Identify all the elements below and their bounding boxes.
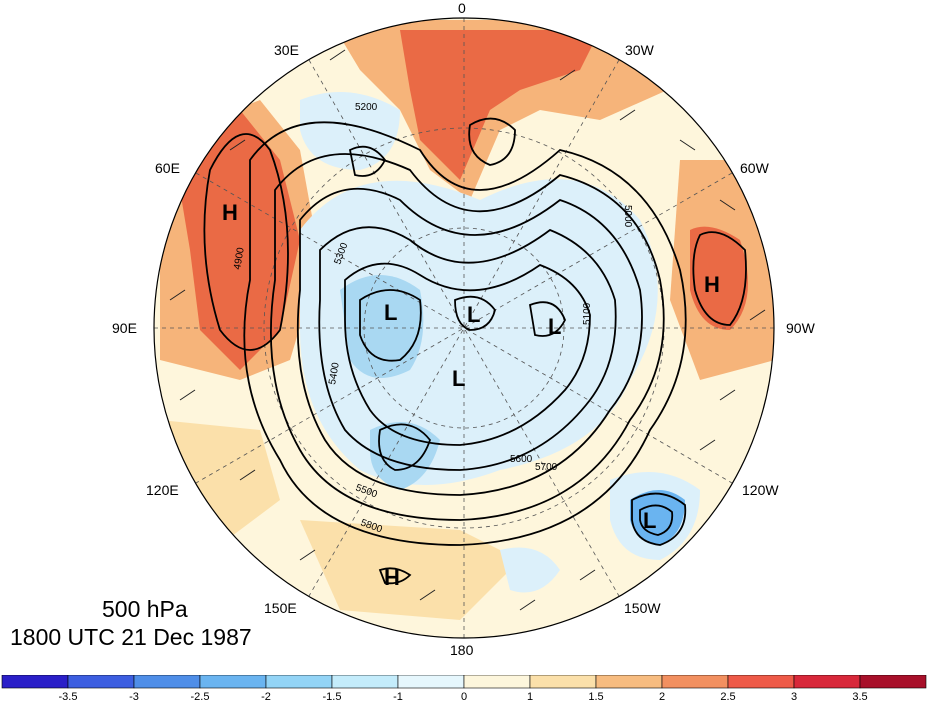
lon-label-30w: 30W xyxy=(625,42,654,58)
cold-anomaly-bering xyxy=(500,547,560,593)
colorbar-swatch xyxy=(133,675,201,689)
lon-label-90e: 90E xyxy=(112,320,137,336)
contour-label: 5700 xyxy=(535,462,558,473)
colorbar-tick-label: -1 xyxy=(393,691,403,702)
high-pacific: H xyxy=(384,565,400,590)
colorbar-tick-label: -2.5 xyxy=(191,691,210,702)
colorbar-swatch xyxy=(1,675,69,689)
colorbar-tick-label: -1.5 xyxy=(323,691,342,702)
low-arctic-1: L xyxy=(467,302,480,327)
contour-label: 4900 xyxy=(232,246,247,270)
colorbar-swatch xyxy=(661,675,729,689)
colorbar-swatch xyxy=(331,675,399,689)
lon-label-120w: 120W xyxy=(742,482,779,498)
lon-label-120e: 120E xyxy=(146,482,179,498)
contour-label: 5200 xyxy=(355,102,378,113)
colorbar-swatch xyxy=(859,675,927,689)
map-title-time: 1800 UTC 21 Dec 1987 xyxy=(10,624,252,650)
colorbar-swatch xyxy=(199,675,267,689)
colorbar-swatch xyxy=(67,675,135,689)
contour-label: 5000 xyxy=(622,205,633,228)
colorbar-swatch xyxy=(265,675,333,689)
lon-label-60e: 60E xyxy=(155,160,180,176)
colorbar-tick-label: 3 xyxy=(791,691,797,702)
map-title-level: 500 hPa xyxy=(102,596,188,622)
low-pole: L xyxy=(452,366,465,391)
lon-label-150w: 150W xyxy=(624,600,661,616)
pressure-centers: H H H L L L L L xyxy=(222,200,720,590)
cold-anomaly-arctic xyxy=(300,179,658,485)
low-arctic-2: L xyxy=(548,314,561,339)
contour-label: 5400 xyxy=(327,361,342,385)
high-atlantic-west: H xyxy=(704,272,720,297)
lon-label-90w: 90W xyxy=(786,320,815,336)
lon-label-60w: 60W xyxy=(740,160,769,176)
colorbar-tick-label: 3.5 xyxy=(852,691,867,702)
colorbar-swatch xyxy=(463,675,531,689)
colorbar-swatch xyxy=(793,675,861,689)
anomaly-field xyxy=(154,18,774,638)
lon-label-30e: 30E xyxy=(274,42,299,58)
contour-label: 5100 xyxy=(582,302,593,325)
colorbar-swatch xyxy=(397,675,465,689)
colorbar-tick-label: -3.5 xyxy=(59,691,78,702)
lon-label-0: 0 xyxy=(458,0,466,16)
colorbar: -3.5 -3 -2.5 -2 -1.5 -1 0 1 1.5 2 2.5 3 3.5 xyxy=(1,675,927,702)
colorbar-tick-label: 1 xyxy=(527,691,533,702)
colorbar-swatch xyxy=(727,675,795,689)
colorbar-tick-label: 2.5 xyxy=(720,691,735,702)
strong-warm-atlantic xyxy=(400,30,600,180)
colorbar-swatch xyxy=(595,675,663,689)
colorbar-tick-label: -2 xyxy=(261,691,271,702)
colorbar-tick-label: -3 xyxy=(129,691,139,702)
low-pacific-east: L xyxy=(643,508,656,533)
strong-warm-west xyxy=(690,226,748,330)
polar-map: H H H L L L L L 5800 5700 5600 5500 5400… xyxy=(153,17,775,639)
height-contours xyxy=(203,117,747,585)
strong-cold-pacific xyxy=(630,490,685,545)
contour-label: 5600 xyxy=(510,454,533,465)
colorbar-swatch xyxy=(529,675,597,689)
colorbar-tick-label: 1.5 xyxy=(588,691,603,702)
low-siberia: L xyxy=(384,300,397,325)
high-urals: H xyxy=(222,200,238,225)
cold-anomaly-core-2 xyxy=(370,422,440,490)
colorbar-tick-label: 2 xyxy=(659,691,665,702)
map-boundary xyxy=(153,17,775,639)
lon-label-150e: 150E xyxy=(264,600,297,616)
colorbar-tick-label: 0 xyxy=(461,691,467,702)
lon-label-180: 180 xyxy=(450,642,474,658)
